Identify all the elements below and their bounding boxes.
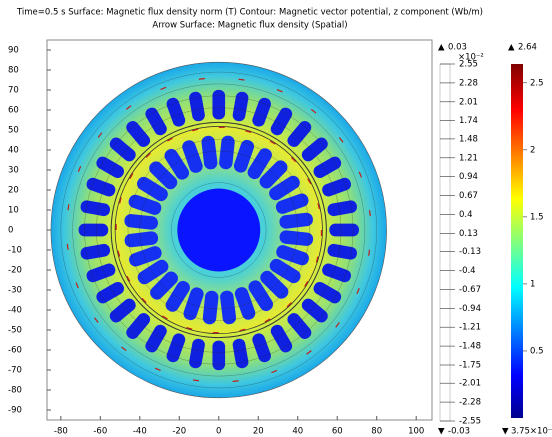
contour-tick-label: -0.94	[459, 304, 481, 314]
contour-tick-label: -0.4	[459, 266, 476, 276]
contour-tick-label: -1.48	[459, 342, 481, 352]
contour-tick-label: 2.55	[459, 60, 478, 70]
color-tick-label: 2.5	[530, 78, 544, 88]
flux-arrow	[67, 244, 68, 250]
y-tick-label: 80	[8, 66, 19, 76]
color-tick-label: 0.5	[530, 346, 544, 356]
x-tick-label: 60	[332, 427, 343, 437]
shaft	[177, 189, 260, 272]
contour-max: 0.03	[448, 43, 467, 53]
y-tick-label: -10	[8, 246, 22, 256]
contour-tick-label: 2.01	[459, 97, 478, 107]
contour-tick-label: 1.21	[459, 153, 478, 163]
contour-tick-label: 0.13	[459, 229, 478, 239]
y-tick-label: 20	[8, 186, 19, 196]
contour-tick-label: -0.13	[459, 247, 481, 257]
x-tick-label: -20	[172, 427, 186, 437]
y-tick-label: 40	[8, 146, 19, 156]
y-tick-label: -90	[8, 406, 22, 416]
contour-tick-label: -1.75	[459, 361, 481, 371]
legend-max-marker: ▲	[508, 43, 515, 53]
y-tick-label: -60	[8, 346, 22, 356]
contour-tick-label: -1.21	[459, 323, 481, 333]
stator-slot	[79, 224, 109, 237]
chart-subtitle: Arrow Surface: Magnetic flux density (Sp…	[152, 21, 347, 31]
y-tick-label: -40	[8, 306, 22, 316]
y-tick-label: -80	[8, 386, 22, 396]
flux-arrow	[199, 78, 205, 79]
y-tick-label: 90	[8, 46, 19, 56]
color-max: 2.64	[518, 43, 537, 53]
contour-tick-label: -0.67	[459, 285, 481, 295]
contour-tick-label: 1.74	[459, 116, 478, 126]
contour-tick-label: 2.28	[459, 78, 478, 88]
x-tick-label: 0	[216, 427, 221, 437]
color-tick-label: 1.5	[530, 212, 544, 222]
legend-min-marker: ▼	[502, 427, 509, 437]
contour-tick-label: 0.4	[459, 210, 473, 220]
y-tick-label: 10	[8, 206, 19, 216]
flux-arrow	[233, 381, 239, 382]
x-tick-label: 40	[292, 427, 303, 437]
y-tick-label: 0	[8, 226, 13, 236]
contour-tick-label: -2.55	[459, 417, 481, 427]
contour-tick-label: 1.48	[459, 134, 478, 144]
x-tick-label: 20	[253, 427, 264, 437]
legend-max-marker: ▲	[438, 43, 445, 53]
y-tick-label: -20	[8, 266, 22, 276]
color-tick-label: 2	[530, 145, 535, 155]
x-tick-label: -80	[54, 427, 68, 437]
color-min: 3.75×10⁻⁷	[511, 427, 552, 437]
legend-min-marker: ▼	[438, 427, 445, 437]
y-tick-label: -70	[8, 366, 22, 376]
flux-arrow	[239, 79, 245, 80]
flux-arrow	[369, 250, 370, 256]
y-tick-label: 30	[8, 166, 19, 176]
contour-min: -0.03	[448, 427, 470, 437]
contour-tick-label: -2.28	[459, 398, 481, 408]
x-tick-label: 100	[408, 427, 424, 437]
legends: ▲0.03×10⁻²2.552.282.011.741.481.210.940.…	[438, 43, 552, 437]
contour-tick-label: -2.01	[459, 379, 481, 389]
flux-arrow	[369, 210, 370, 216]
color-tick-label: 1	[530, 279, 535, 289]
chart-title: Time=0.5 s Surface: Magnetic flux densit…	[16, 8, 483, 18]
x-tick-label: -60	[93, 427, 107, 437]
y-tick-label: -50	[8, 326, 22, 336]
stator-slot	[212, 90, 225, 120]
x-tick-label: -40	[133, 427, 147, 437]
flux-arrow	[68, 204, 69, 210]
flux-arrow	[193, 380, 199, 381]
y-tick-label: 60	[8, 106, 19, 116]
y-tick-label: 50	[8, 126, 19, 136]
stator-slot	[212, 341, 225, 371]
color-bar	[511, 64, 523, 418]
x-tick-label: 80	[371, 427, 382, 437]
contour-tick-label: 0.94	[459, 172, 478, 182]
contour-tick-label: 0.67	[459, 191, 478, 201]
chart: Time=0.5 s Surface: Magnetic flux densit…	[0, 0, 552, 437]
y-tick-label: -30	[8, 286, 22, 296]
y-tick-label: 70	[8, 86, 19, 96]
stator-slot	[329, 224, 359, 237]
motor-field	[51, 62, 387, 398]
contour-bar	[440, 64, 450, 421]
